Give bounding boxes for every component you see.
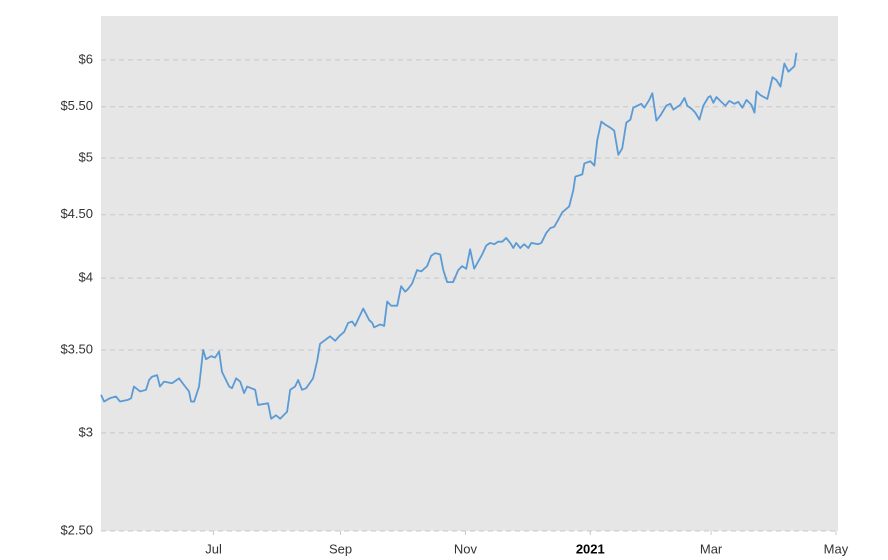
y-tick-label: $4.50 [60,206,93,221]
y-tick-label: $6 [79,51,93,66]
price-line [100,52,798,420]
x-tick-label: Jul [205,541,222,556]
plot-background [101,16,838,531]
x-tick-label: Sep [329,541,352,556]
y-tick-label: $4 [79,270,93,285]
y-tick-label: $2.50 [60,522,93,537]
x-tick-label: 2021 [576,541,605,556]
y-tick-label: $3.50 [60,341,93,356]
x-tick-label: May [824,541,849,556]
y-tick-label: $5.50 [60,98,93,113]
x-tick-label: Mar [700,541,723,556]
x-tick-label: Nov [454,541,478,556]
y-tick-label: $3 [79,424,93,439]
y-tick-label: $5 [79,149,93,164]
